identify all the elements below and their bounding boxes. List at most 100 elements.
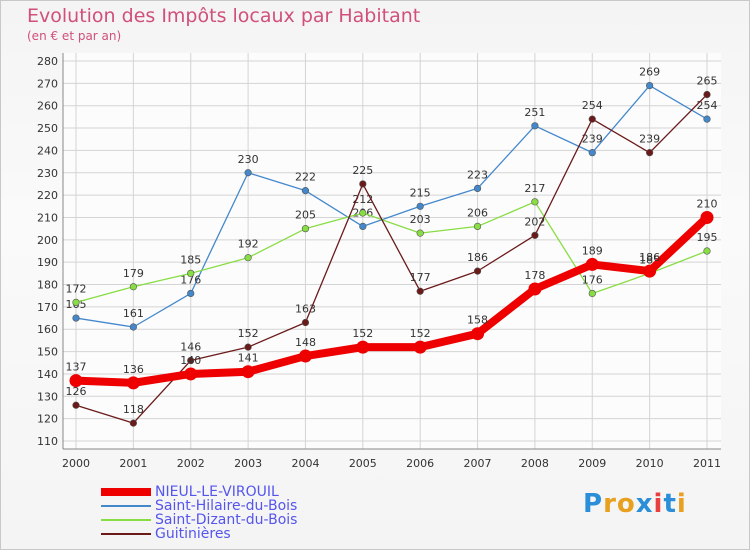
legend-label: Saint-Hilaire-du-Bois [155,498,298,514]
data-point-saint-dizant-du-bois [588,289,596,298]
y-tick-label: 150 [37,346,58,359]
data-label-nieul-le-virouil: 148 [295,336,316,349]
data-label-saint-hilaire-du-bois: 269 [639,66,660,79]
proxiti-logo: Proxiti [583,489,687,519]
data-point-saint-dizant-du-bois [129,283,137,291]
y-tick-label: 200 [37,234,58,247]
data-label-saint-dizant-du-bois: 195 [697,231,718,244]
data-label-saint-hilaire-du-bois: 222 [295,171,316,184]
data-point-guitini-res [473,267,482,275]
legend-label: NIEUL-LE-VIROUIL [155,484,279,500]
logo-letter: o [616,489,636,519]
data-label-guitini-res: 126 [66,385,87,398]
data-label-guitini-res: 177 [410,271,431,284]
data-label-saint-hilaire-du-bois: 215 [410,186,431,199]
y-tick-label: 190 [37,256,58,269]
data-label-guitini-res: 254 [582,99,603,112]
data-point-nieul-le-virouil [126,376,140,390]
data-point-saint-hilaire-du-bois [416,202,424,210]
data-label-guitini-res: 163 [295,303,316,316]
data-label-saint-dizant-du-bois: 185 [180,253,201,266]
data-label-guitini-res: 239 [639,133,660,146]
x-tick-label: 2007 [464,457,492,470]
x-tick-label: 2009 [578,457,606,470]
y-tick-label: 140 [37,368,58,381]
chart-subtitle: (en € et par an) [27,29,122,43]
data-label-saint-dizant-du-bois: 176 [582,273,603,286]
data-label-saint-hilaire-du-bois: 230 [238,153,259,166]
chart-title: Evolution des Impôts locaux par Habitant [27,5,421,27]
y-tick-label: 110 [37,435,58,448]
data-point-guitini-res [359,180,367,188]
logo-letter: i [653,489,664,519]
y-tick-label: 220 [37,189,58,202]
data-point-nieul-le-virouil [298,349,312,363]
data-point-guitini-res [646,149,654,157]
data-point-guitini-res [244,343,252,351]
data-label-nieul-le-virouil: 136 [123,363,144,376]
legend-swatch [101,533,151,535]
series-line-saint-dizant-du-bois [75,201,708,304]
logo-letter: P [583,489,604,519]
data-point-nieul-le-virouil [643,264,657,278]
data-point-guitini-res [416,287,424,295]
data-point-nieul-le-virouil [700,210,714,224]
y-tick-label: 130 [37,390,58,403]
x-tick-label: 2010 [636,457,664,470]
data-point-saint-dizant-du-bois [473,222,482,231]
data-point-guitini-res [588,115,596,123]
data-point-nieul-le-virouil [241,365,255,379]
x-tick-label: 2001 [119,457,147,470]
data-point-saint-hilaire-du-bois [129,323,137,331]
data-point-saint-hilaire-du-bois [531,122,539,130]
data-point-saint-hilaire-du-bois [244,169,252,177]
data-point-guitini-res [72,401,80,409]
data-label-saint-hilaire-du-bois: 239 [582,133,603,146]
data-point-guitini-res [129,419,137,427]
logo-letter: t [663,489,677,519]
legend-item-nieul-le-virouil: NIEUL-LE-VIROUIL [101,485,297,499]
data-point-nieul-le-virouil [184,367,198,381]
data-label-nieul-le-virouil: 158 [467,314,488,327]
data-label-saint-dizant-du-bois: 205 [295,209,316,222]
legend-label: Guitinières [155,526,231,542]
data-label-saint-hilaire-du-bois: 254 [697,99,718,112]
legend-label: Saint-Dizant-du-Bois [155,512,298,528]
data-point-saint-dizant-du-bois [359,209,367,217]
y-tick-label: 230 [37,167,58,180]
x-tick-label: 2006 [406,457,434,470]
y-tick-label: 160 [37,323,58,336]
y-tick-label: 170 [37,301,58,314]
data-point-saint-dizant-du-bois [301,225,310,233]
x-tick-label: 2002 [177,457,205,470]
y-tick-label: 180 [37,279,58,292]
plot-area [63,53,721,449]
data-label-nieul-le-virouil: 137 [66,361,87,374]
data-label-guitini-res: 225 [352,164,373,177]
data-label-saint-hilaire-du-bois: 251 [524,106,545,119]
data-point-saint-hilaire-du-bois [646,81,654,90]
data-label-guitini-res: 152 [238,327,259,340]
x-tick-label: 2004 [291,457,319,470]
data-label-nieul-le-virouil: 178 [524,269,545,282]
y-tick-label: 270 [37,77,58,90]
data-label-guitini-res: 186 [467,251,488,264]
y-tick-label: 210 [37,211,58,224]
legend-item-guitini-res: Guitinières [101,527,297,541]
data-label-saint-dizant-du-bois: 192 [238,238,259,251]
data-point-saint-hilaire-du-bois [473,184,482,193]
data-point-guitini-res [301,318,310,327]
series-line-saint-hilaire-du-bois [75,84,708,328]
y-tick-label: 120 [37,413,58,426]
data-point-saint-hilaire-du-bois [187,289,195,298]
data-label-saint-dizant-du-bois: 172 [66,282,87,295]
data-point-nieul-le-virouil [413,340,427,354]
x-tick-label: 2008 [521,457,549,470]
data-point-nieul-le-virouil [528,282,542,296]
data-point-saint-dizant-du-bois [703,247,711,255]
data-label-saint-hilaire-du-bois: 176 [180,273,201,286]
data-label-saint-dizant-du-bois: 206 [467,206,488,219]
data-label-saint-dizant-du-bois: 179 [123,267,144,280]
data-point-guitini-res [531,231,539,239]
